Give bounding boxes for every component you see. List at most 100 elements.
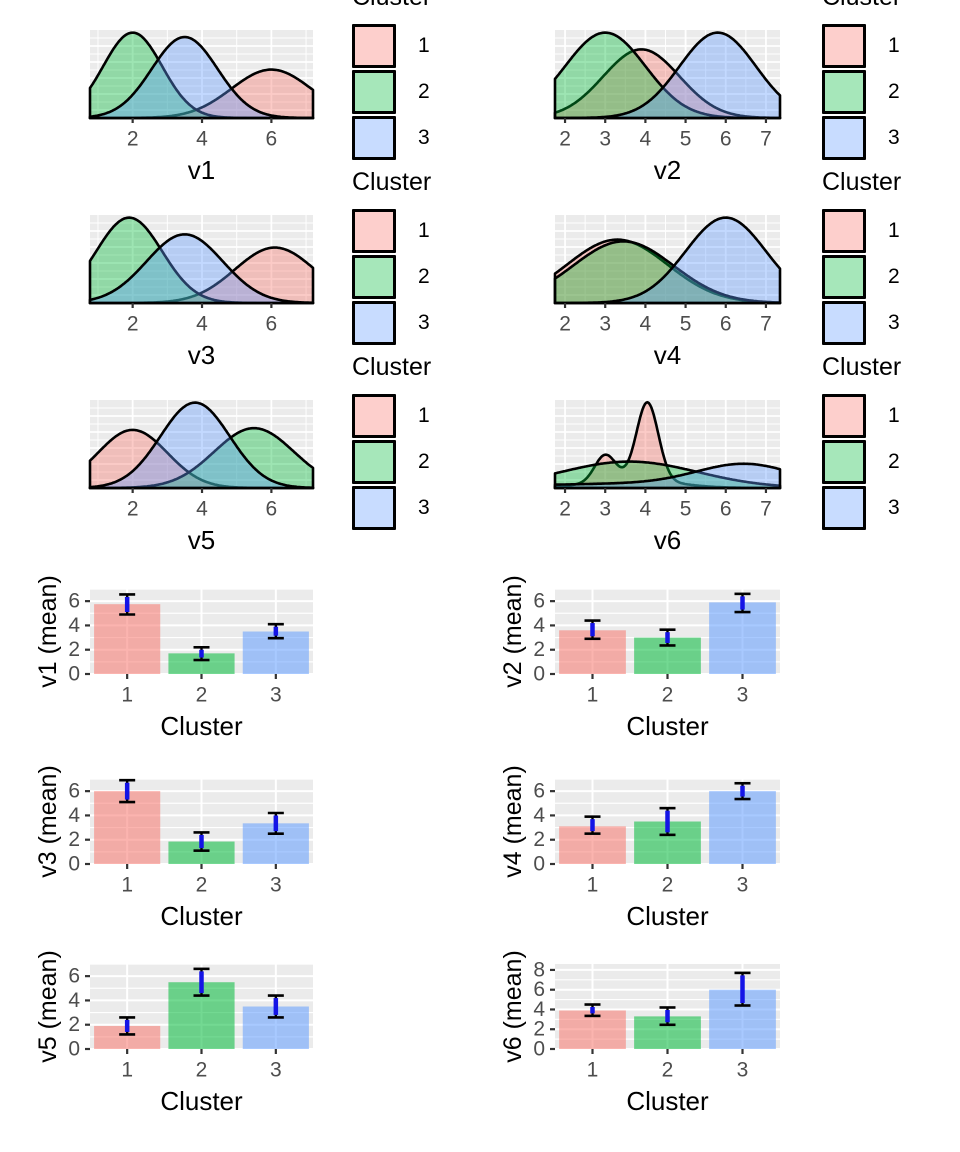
plot-panel [555, 400, 780, 488]
x-tick-label: 2 [662, 684, 674, 707]
density-svg-v3: 2 4 6 v3 [88, 215, 315, 370]
legend-key-3: 3 [352, 486, 482, 530]
density-chart-v2: 2 3 4 5 6 7 v2 [480, 0, 960, 185]
x-axis-title: Cluster [626, 1086, 709, 1116]
y-tick-label: 0 [533, 663, 545, 686]
x-axis-title: v5 [188, 525, 215, 555]
legend-key-2: 2 [822, 440, 952, 484]
legend-swatch-cluster-2 [822, 440, 866, 484]
x-axis-title: Cluster [626, 711, 709, 741]
x-tick-label: 4 [640, 498, 652, 521]
legend-key-3: 3 [822, 301, 952, 345]
density-svg-v2: 2 3 4 5 6 7 v2 [553, 30, 782, 185]
bar-cell-v5-mean: 0 2 4 6 1 2 3 Cluster v5 (mean) [0, 930, 480, 1152]
legend-label: 2 [418, 450, 430, 473]
legend-key-1: 1 [822, 394, 952, 438]
x-axis-title: v2 [654, 155, 681, 185]
legend-key-3: 3 [822, 486, 952, 530]
legend-swatch-cluster-1 [822, 24, 866, 68]
x-tick-label: 5 [680, 128, 692, 151]
density-cell-v3: 2 4 6 v3 Cluster 1 2 3 [0, 168, 482, 370]
legend-swatch-cluster-3 [352, 301, 396, 345]
cluster-legend: Cluster 1 2 3 [822, 0, 952, 185]
legend-label: 1 [888, 34, 900, 57]
legend-label: 2 [418, 265, 430, 288]
bar-chart-v6-mean: 0 2 4 6 8 1 2 3 Cluster v6 (mean) [480, 930, 960, 1152]
legend-label: 3 [888, 311, 900, 334]
legend-keys: 1 2 3 [822, 0, 952, 185]
x-axis-title: Cluster [160, 901, 243, 930]
bar-cell-v4-mean: 0 2 4 6 1 2 3 Cluster v4 (mean) [480, 745, 960, 930]
legend-label: 3 [888, 126, 900, 149]
x-tick-label: 1 [121, 874, 133, 897]
bar-chart-v5-mean: 0 2 4 6 1 2 3 Cluster v5 (mean) [0, 930, 480, 1152]
legend-swatch-cluster-1 [822, 394, 866, 438]
legend-key-1: 1 [352, 394, 482, 438]
y-tick-label: 6 [533, 978, 545, 1001]
x-tick-label: 5 [680, 313, 692, 336]
bar-cluster-3 [709, 602, 776, 674]
legend-swatch-cluster-2 [352, 255, 396, 299]
legend-label: 3 [888, 496, 900, 519]
x-tick-label: 2 [662, 1059, 674, 1082]
cluster-legend: Cluster 1 2 3 [352, 353, 482, 555]
legend-key-2: 2 [822, 255, 952, 299]
density-svg-v5: 2 4 6 v5 [88, 400, 315, 555]
x-tick-label: 6 [266, 498, 278, 521]
x-axis-title: Cluster [160, 1086, 243, 1116]
legend-swatch-cluster-1 [352, 209, 396, 253]
legend-label: 3 [418, 311, 430, 334]
legend-swatch-cluster-3 [822, 486, 866, 530]
density-chart-v1: 2 4 6 v1 [0, 0, 480, 185]
x-tick-label: 1 [587, 684, 599, 707]
legend-key-1: 1 [352, 24, 482, 68]
legend-key-1: 1 [822, 24, 952, 68]
x-tick-label: 2 [127, 128, 139, 151]
y-tick-label: 4 [533, 614, 545, 637]
x-tick-label: 3 [599, 498, 611, 521]
legend-label: 3 [418, 126, 430, 149]
x-tick-label: 4 [196, 498, 208, 521]
legend-swatch-cluster-1 [352, 394, 396, 438]
y-tick-label: 6 [68, 590, 80, 613]
legend-swatch-cluster-2 [822, 255, 866, 299]
legend-title: Cluster [822, 168, 902, 196]
x-tick-label: 2 [662, 874, 674, 897]
legend-key-2: 2 [822, 70, 952, 114]
x-tick-label: 3 [737, 874, 749, 897]
legend-swatch-cluster-3 [352, 486, 396, 530]
x-tick-label: 3 [270, 1059, 282, 1082]
legend-title: Cluster [822, 353, 902, 381]
x-tick-label: 3 [599, 313, 611, 336]
legend-swatch-cluster-1 [822, 209, 866, 253]
y-axis-title: v5 (mean) [34, 950, 62, 1063]
x-axis-title: Cluster [160, 711, 243, 741]
legend-label: 2 [888, 265, 900, 288]
legend-key-1: 1 [352, 209, 482, 253]
legend-swatch-cluster-1 [352, 24, 396, 68]
y-tick-label: 2 [533, 638, 545, 661]
density-cell-v2: 2 3 4 5 6 7 v2 Cluster 1 2 3 [480, 0, 960, 185]
y-tick-label: 2 [68, 828, 80, 851]
x-tick-label: 3 [599, 128, 611, 151]
y-axis-title: v1 (mean) [34, 575, 62, 688]
density-curve-cluster-3 [553, 31, 782, 120]
y-tick-label: 4 [68, 614, 80, 637]
bar-cell-v1-mean: 0 2 4 6 1 2 3 Cluster v1 (mean) [0, 555, 480, 745]
density-chart-v4: 2 3 4 5 6 7 v4 [480, 185, 960, 370]
density-cell-v1: 2 4 6 v1 Cluster 1 2 3 [0, 0, 480, 185]
y-tick-label: 8 [533, 958, 545, 981]
y-axis-title: v2 (mean) [499, 575, 527, 688]
y-axis-title: v4 (mean) [499, 765, 527, 878]
x-tick-label: 3 [737, 684, 749, 707]
y-tick-label: 0 [533, 1038, 545, 1061]
density-chart-v6: 2 3 4 5 6 7 v6 [480, 370, 960, 555]
x-tick-label: 2 [196, 874, 208, 897]
legend-key-2: 2 [352, 255, 482, 299]
bar-chart-v4-mean: 0 2 4 6 1 2 3 Cluster v4 (mean) [480, 745, 960, 930]
plot-panel [555, 30, 780, 118]
legend-title: Cluster [352, 168, 432, 196]
